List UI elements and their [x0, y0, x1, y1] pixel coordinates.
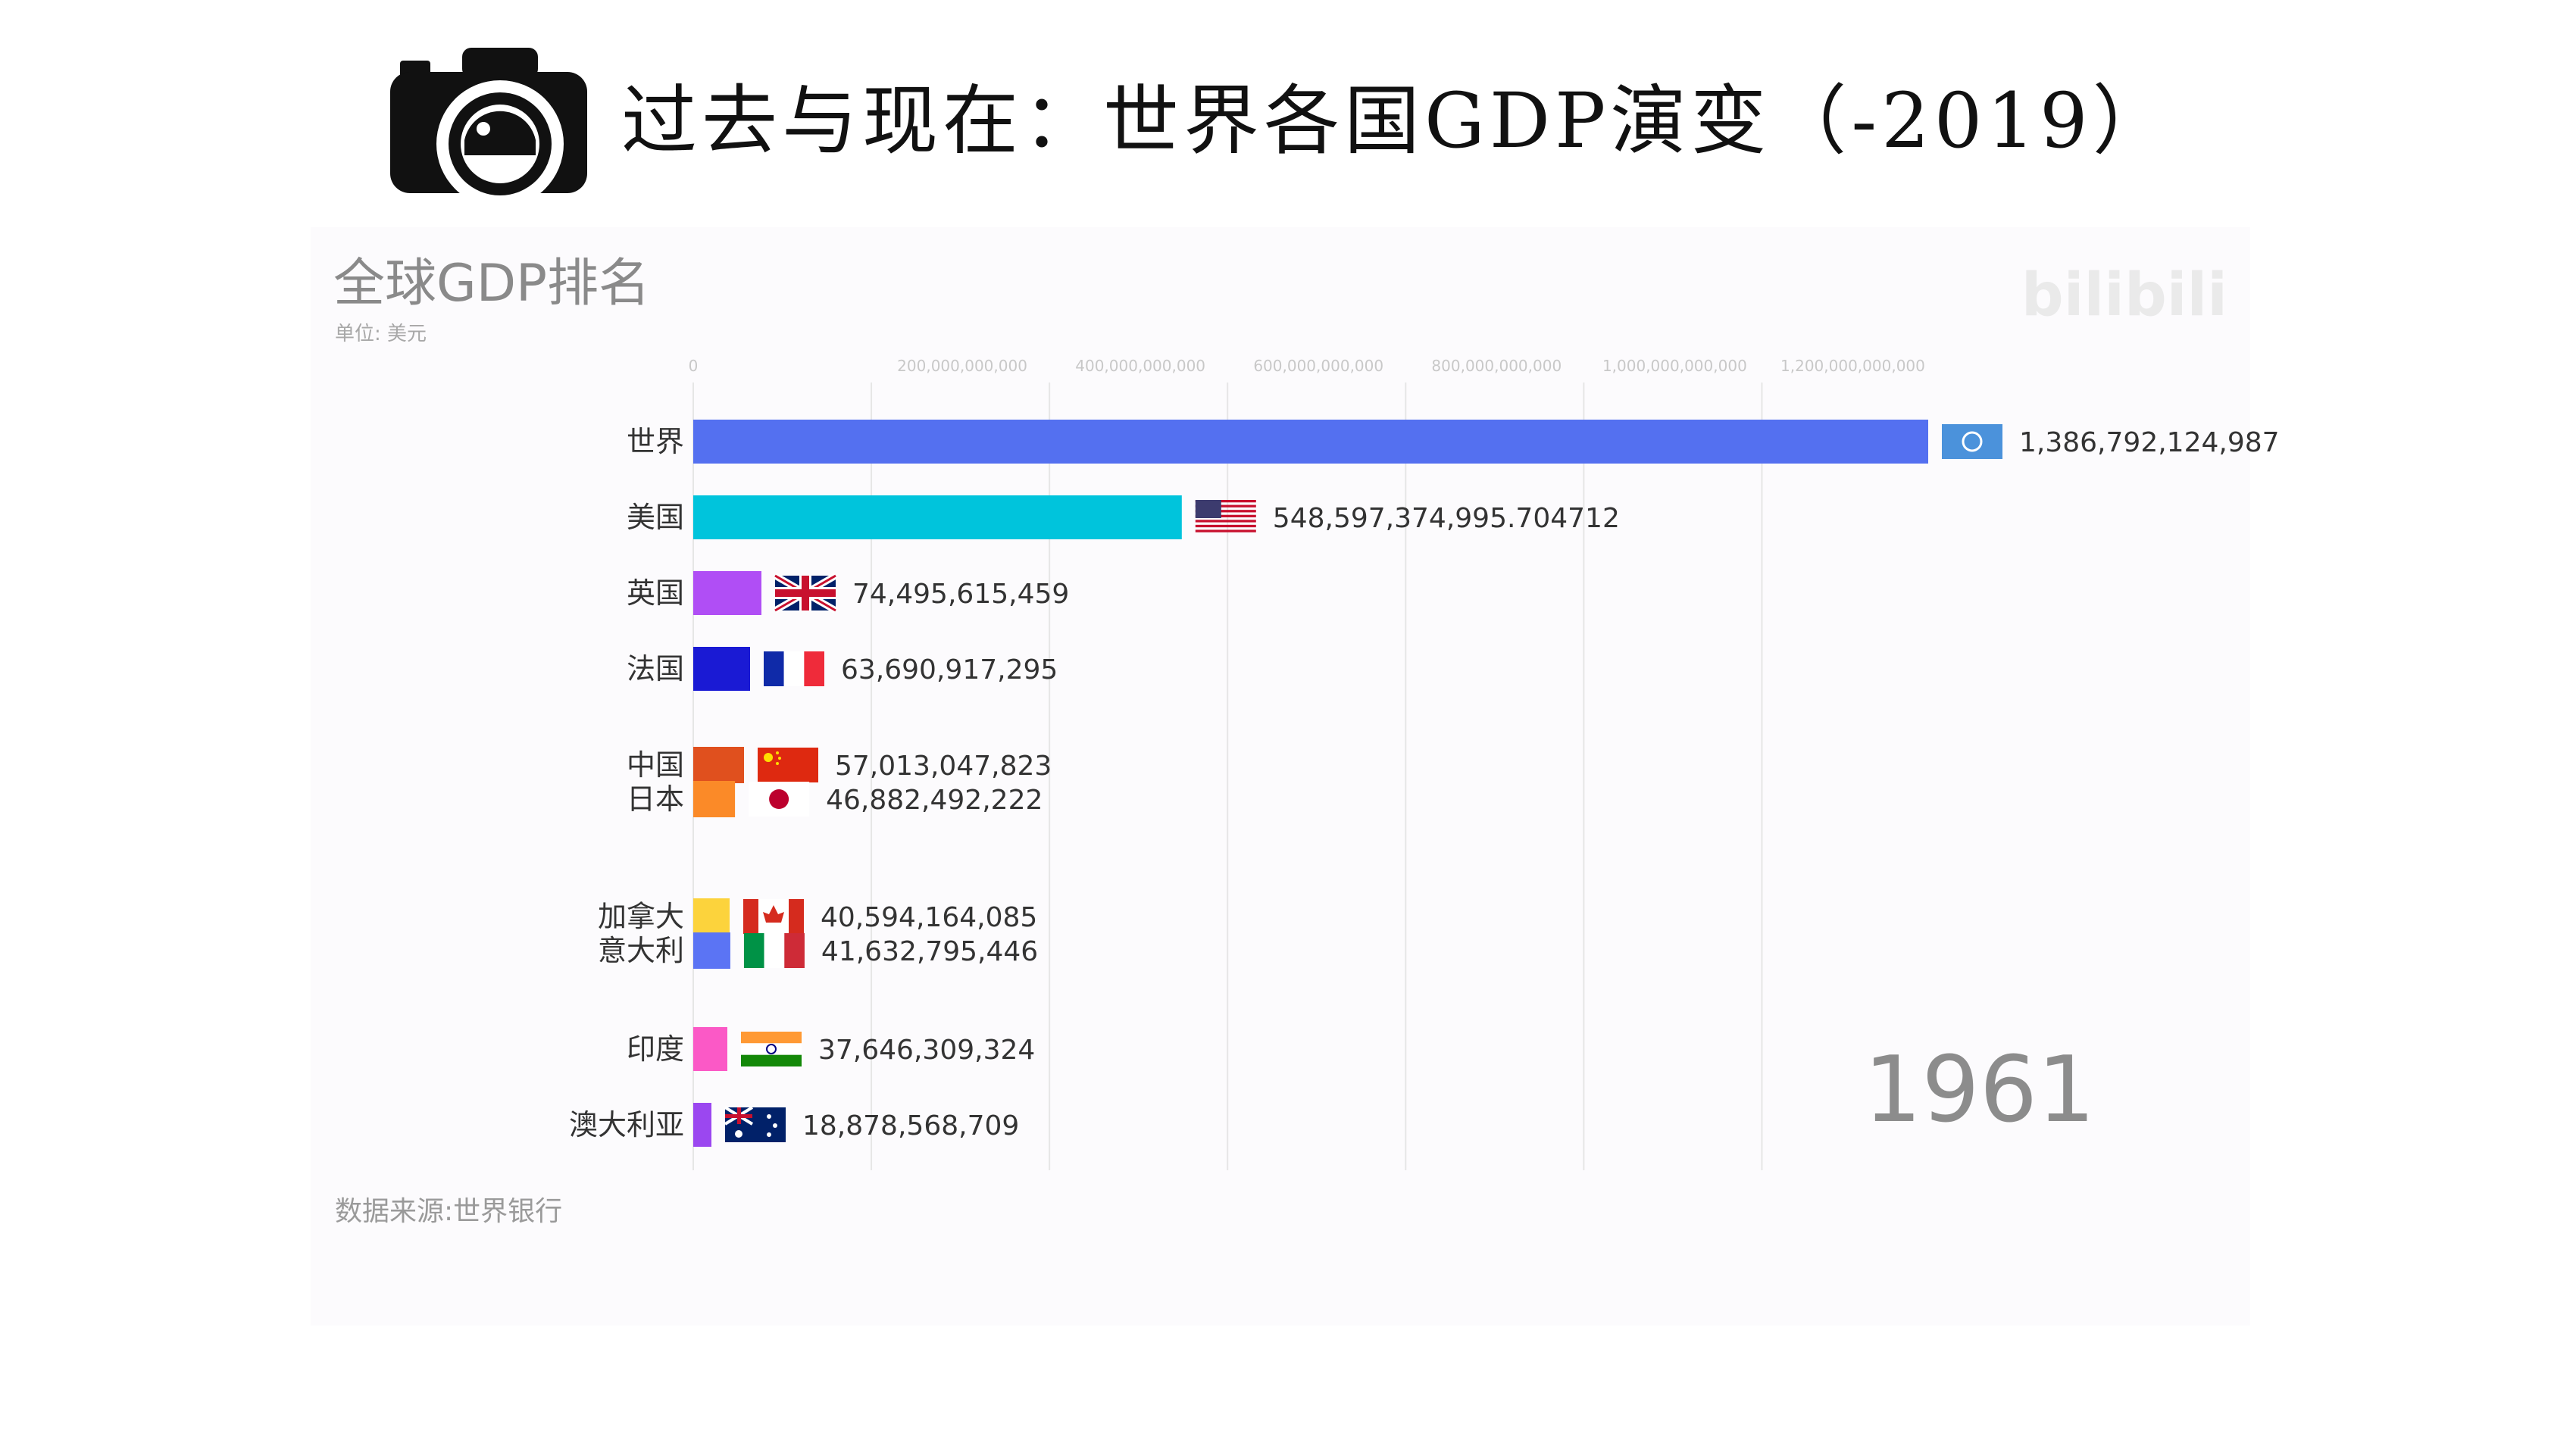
bar-0	[693, 420, 1928, 464]
value-label: 57,013,047,823	[835, 751, 1052, 782]
banner: 过去与现在：世界各国GDP演变（-2019）	[0, 15, 2576, 208]
bar-5	[693, 781, 736, 817]
category-label: 加拿大	[598, 900, 684, 933]
bar-7	[693, 932, 730, 969]
x-tick-label: 800,000,000,000	[1431, 357, 1562, 375]
value-label: 18,878,568,709	[802, 1110, 1019, 1141]
chart-title: 全球GDP排名	[333, 254, 651, 314]
value-label: 74,495,615,459	[852, 579, 1069, 610]
chart-panel	[311, 227, 2250, 1326]
value-label: 548,597,374,995.704712	[1273, 503, 1620, 534]
value-label: 41,632,795,446	[821, 936, 1038, 967]
category-label: 印度	[627, 1032, 684, 1066]
italy-flag-icon	[743, 933, 805, 968]
year-label: 1961	[1864, 1038, 2096, 1143]
bar-8	[693, 1027, 727, 1071]
france-flag-icon	[764, 651, 824, 686]
camera-icon	[390, 48, 587, 208]
bar-3	[693, 647, 750, 691]
value-label: 40,594,164,085	[821, 902, 1037, 933]
category-label: 法国	[627, 652, 684, 685]
value-label: 63,690,917,295	[841, 654, 1058, 685]
bar-9	[693, 1103, 711, 1147]
bar-2	[693, 571, 761, 615]
uk-flag-icon	[773, 573, 838, 614]
bar-1	[693, 495, 1182, 539]
un-flag-icon	[1942, 424, 2002, 459]
x-tick-label: 1,000,000,000,000	[1602, 357, 1747, 375]
category-label: 英国	[627, 576, 684, 610]
banner-title: 过去与现在：世界各国GDP演变（-2019）	[621, 77, 2173, 165]
x-tick-label: 400,000,000,000	[1075, 357, 1205, 375]
x-tick-label: 600,000,000,000	[1253, 357, 1383, 375]
value-label: 37,646,309,324	[818, 1035, 1035, 1066]
india-flag-icon	[741, 1032, 802, 1066]
us-flag-icon	[1195, 500, 1256, 532]
category-label: 澳大利亚	[569, 1108, 684, 1141]
category-label: 美国	[627, 501, 684, 534]
source-label: 数据来源:世界银行	[335, 1196, 563, 1227]
x-tick-label: 200,000,000,000	[897, 357, 1027, 375]
category-label: 世界	[627, 425, 684, 458]
category-label: 中国	[627, 748, 684, 782]
category-label: 日本	[627, 782, 684, 816]
canada-flag-icon	[743, 899, 804, 934]
australia-flag-icon	[724, 1106, 786, 1142]
bar-6	[693, 898, 730, 935]
value-label: 1,386,792,124,987	[2019, 427, 2280, 458]
china-flag-icon	[758, 748, 819, 782]
x-tick-label: 1,200,000,000,000	[1780, 357, 1925, 375]
bar-4	[693, 747, 745, 783]
x-tick-label: 0	[689, 357, 699, 375]
category-label: 意大利	[598, 934, 684, 967]
value-label: 46,882,492,222	[826, 785, 1043, 816]
japan-flag-icon	[749, 782, 810, 817]
unit-label: 单位: 美元	[335, 323, 427, 345]
bilibili-watermark: bilibili	[2021, 261, 2227, 329]
